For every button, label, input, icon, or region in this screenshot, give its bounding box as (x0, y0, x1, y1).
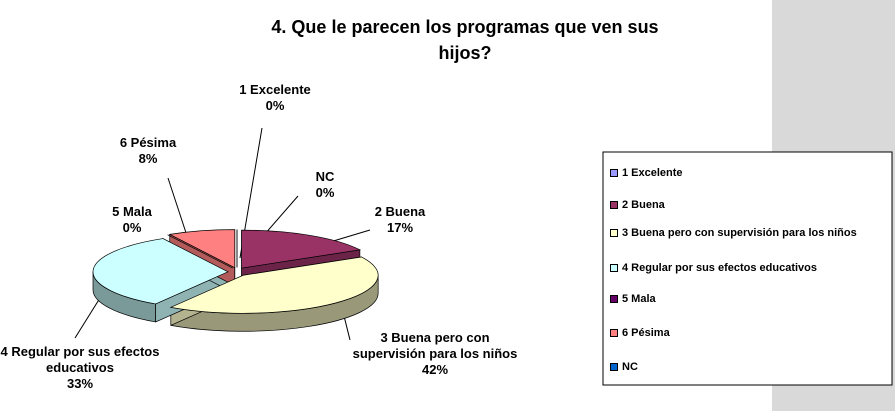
data-label-name: NC (315, 169, 335, 184)
legend-entry: 4 Regular por sus efectos educativos (622, 262, 818, 274)
data-label-value: 42% (421, 362, 449, 377)
legend-swatch (610, 295, 618, 303)
data-label-name: 6 Pésima (119, 135, 177, 150)
legend-swatch (610, 201, 618, 209)
legend-swatch (610, 229, 618, 237)
data-label: 1 Excelente 0% (215, 82, 335, 114)
chart-title: 4. Que le parecen los programas que ven … (271, 17, 659, 63)
data-label-value: 0% (265, 98, 285, 113)
legend-entry: 5 Mala (622, 293, 656, 305)
data-label: 2 Buena 17% (340, 204, 460, 236)
data-label: 4 Regular por sus efectos educativos 33% (0, 344, 160, 392)
data-label-value: 17% (386, 220, 414, 235)
data-label-name: 5 Mala (112, 204, 152, 219)
legend-entry: NC (622, 361, 638, 373)
data-label-name: 3 Buena pero con supervisión para los ni… (352, 330, 518, 361)
data-label: 5 Mala 0% (72, 204, 192, 236)
legend-swatch (610, 169, 618, 177)
data-label: 6 Pésima 8% (88, 135, 208, 167)
data-label-value: 0% (315, 185, 335, 200)
legend-box (602, 151, 893, 386)
legend-swatch (610, 363, 618, 371)
legend-swatch (610, 264, 618, 272)
legend-entry: 6 Pésima (622, 327, 670, 339)
data-label: NC 0% (265, 169, 385, 201)
data-label-name: 2 Buena (374, 204, 426, 219)
data-label-value: 33% (66, 376, 94, 391)
pie-slice (92, 238, 229, 305)
pie-tops (92, 229, 379, 314)
data-label-name: 4 Regular por sus efectos educativos (0, 344, 160, 375)
data-label-value: 8% (138, 151, 158, 166)
legend-swatch (610, 329, 618, 337)
legend-entry: 3 Buena pero con supervisión para los ni… (622, 227, 857, 239)
pie-slice (168, 229, 236, 269)
legend-entry: 2 Buena (622, 199, 665, 211)
pie (92, 229, 379, 332)
data-label-name: 1 Excelente (239, 82, 311, 97)
pie-slice (241, 229, 362, 269)
pie-slice (169, 256, 379, 314)
legend-entry: 1 Excelente (622, 167, 683, 179)
data-label: 3 Buena pero con supervisión para los ni… (345, 330, 525, 378)
data-label-value: 0% (122, 220, 142, 235)
